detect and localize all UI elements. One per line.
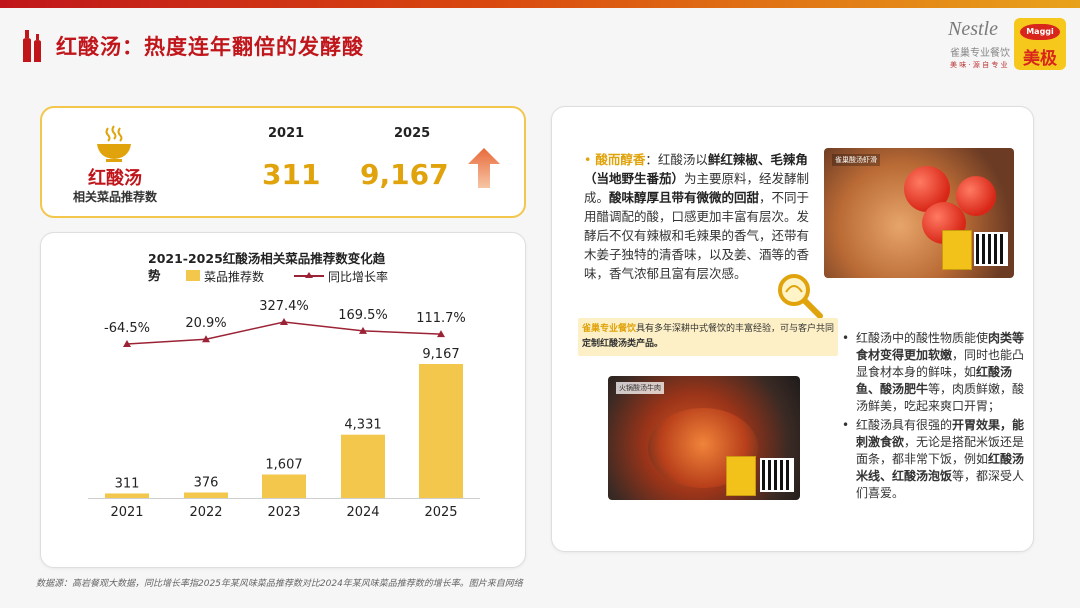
- info-banner: [578, 318, 838, 356]
- maggi-logo: Maggi 美极: [1014, 18, 1066, 70]
- qr-code: [760, 458, 794, 492]
- bullet-part-bold: 红酸汤鱼、酸汤肥牛: [856, 365, 1013, 396]
- photo1-caption: 雀巢酸汤虾滑: [832, 154, 880, 166]
- chart-title-cont: 势: [148, 268, 161, 283]
- maggi-logo-cn: 美极: [1023, 49, 1057, 69]
- product-package: [726, 456, 756, 496]
- bullet-dot: •: [842, 418, 850, 432]
- bullet-part: ，无论是搭配米饭还是面条，都非常下饭，例如: [856, 435, 1025, 466]
- bullet-dot: •: [842, 331, 850, 345]
- title-group: 红酸汤：热度连年翻倍的发酵酸: [22, 30, 364, 62]
- desc-part-bold: 鲜红辣椒、毛辣角（当地野生番茄）: [584, 152, 808, 186]
- bullet-part: ，同时也能凸显食材本身的鲜味，如: [856, 348, 1025, 379]
- bullet-part-bold: 红酸汤米线、红酸汤泡饭: [856, 452, 1025, 483]
- desc-part: ：红酸汤以: [645, 152, 708, 167]
- nestle-logo: Nestle: [948, 18, 998, 40]
- desc-part: 为主要原料，经发酵制成。: [584, 171, 810, 205]
- list-item: • 红酸汤具有很强的开胃效果，能刺激食欲，无论是搭配米饭还是面条，都非常下饭，例如…: [842, 417, 1028, 502]
- list-item: • 红酸汤中的酸性物质能使肉类等食材变得更加软嫩，同时也能凸显食材本身的鲜味，如红…: [842, 330, 1028, 415]
- soup-bowl-icon: [97, 125, 131, 162]
- year-a-label: 2021: [268, 126, 305, 141]
- bullet-part: 等，肉质鲜嫩，酸汤鲜美，吃起来爽口开胃；: [856, 382, 1025, 413]
- bullet-part-bold: 开胃效果，能刺激食欲: [856, 418, 1025, 449]
- nestle-subtitle: 雀巢专业餐饮: [950, 48, 1010, 59]
- year-b-label: 2025: [394, 126, 431, 141]
- bottle-icon: [23, 30, 41, 62]
- source-note: 数据源：高岩餐观大数据，同比增长率指2025年某风味菜品推荐数对比2024年某风…: [36, 579, 523, 589]
- legend-bar-swatch: [186, 270, 200, 281]
- banner-text: 雀巢专业餐饮具有多年深耕中式餐饮的丰富经验，可与客户共同定制红酸汤类产品。: [582, 322, 840, 352]
- legend-line-label: 同比增长率: [328, 270, 389, 284]
- maggi-logo-top: Maggi: [1020, 24, 1060, 40]
- product-package: [942, 230, 972, 270]
- dish-photo-shrimp: 雀巢酸汤虾滑: [824, 148, 1014, 278]
- arrow-up-icon: [468, 148, 500, 188]
- qr-code: [974, 232, 1008, 266]
- dish-metric-label: 相关菜品推荐数: [72, 190, 157, 204]
- top-accent-bar: [0, 0, 1080, 8]
- value-b: 9,167: [360, 158, 449, 191]
- chart-card: [40, 232, 526, 568]
- banner-part-bold: 定制红酸汤类产品。: [582, 339, 664, 349]
- bullet-part: 等，都深受人们喜爱。: [856, 469, 1025, 500]
- bullet-part-bold: 肉类等食材变得更加软嫩: [856, 331, 1025, 362]
- tomato-shape: [956, 176, 996, 216]
- bullet-part: 红酸汤中的酸性物质能使: [856, 331, 989, 345]
- desc-part-bold: 酸味醇厚且带有微微的回甜: [609, 190, 760, 205]
- magnifier-icon: [778, 274, 823, 319]
- value-a: 311: [262, 158, 321, 191]
- legend-bar-label: 菜品推荐数: [204, 270, 265, 284]
- brand-logos: Nestle 雀巢专业餐饮 美 味 · 源 自 专 业 Maggi 美极: [940, 16, 1070, 76]
- page-title: 红酸汤：热度连年翻倍的发酵酸: [56, 35, 364, 59]
- dish-name: 红酸汤: [88, 168, 142, 189]
- banner-highlight: 雀巢专业餐饮: [582, 324, 637, 334]
- desc-part: ，不同于用醋调配的酸，口感更加丰富有层次。发酵后不仅有辣椒和毛辣果的香气，还带有…: [584, 190, 810, 281]
- benefit-list: • 红酸汤中的酸性物质能使肉类等食材变得更加软嫩，同时也能凸显食材本身的鲜味，如红…: [842, 330, 1028, 504]
- dish-photo-beef: 火锅酸汤牛肉: [608, 376, 800, 500]
- legend-line-swatch: [294, 272, 324, 278]
- photo2-caption: 火锅酸汤牛肉: [616, 382, 664, 394]
- bullet-part: 红酸汤具有很强的: [856, 418, 953, 432]
- bullet-dot: •: [584, 152, 596, 167]
- description-text: • 酸而醇香：红酸汤以鲜红辣椒、毛辣角（当地野生番茄）为主要原料，经发酵制成。酸…: [584, 150, 818, 283]
- chart-title: 2021-2025红酸汤相关菜品推荐数变化趋: [148, 251, 386, 266]
- nestle-tagline: 美 味 · 源 自 专 业: [950, 61, 1008, 69]
- banner-part: 具有多年深耕中式餐饮的丰富经验，可与客户共同: [636, 324, 835, 334]
- desc-lead: 酸而醇香: [595, 152, 646, 167]
